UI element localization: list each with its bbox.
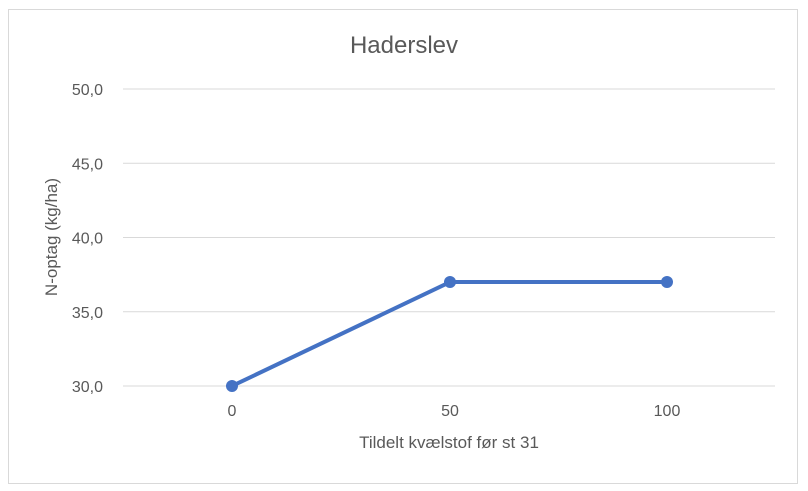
x-axis-title: Tildelt kvælstof før st 31 bbox=[359, 433, 539, 452]
y-tick-label: 30,0 bbox=[72, 379, 103, 396]
chart-title: Haderslev bbox=[350, 32, 458, 59]
data-point bbox=[226, 380, 238, 392]
series-group bbox=[226, 276, 673, 392]
x-tick-label: 100 bbox=[654, 403, 681, 420]
x-tick-label: 50 bbox=[441, 403, 459, 420]
data-point bbox=[444, 276, 456, 289]
y-tick-label: 40,0 bbox=[72, 231, 103, 248]
y-tick-label: 35,0 bbox=[72, 305, 103, 322]
y-tick-label: 50,0 bbox=[72, 82, 103, 99]
x-tick-label: 0 bbox=[228, 403, 237, 420]
series-line bbox=[230, 280, 669, 388]
y-axis-title: N-optag (kg/ha) bbox=[42, 178, 61, 296]
y-axis-ticks: 30,0 35,0 40,0 45,0 50,0 bbox=[72, 82, 103, 396]
data-point bbox=[661, 276, 673, 289]
x-axis-ticks: 0 50 100 bbox=[228, 403, 681, 420]
y-tick-label: 45,0 bbox=[72, 156, 103, 173]
gridlines bbox=[123, 88, 775, 387]
chart-frame bbox=[8, 9, 798, 484]
